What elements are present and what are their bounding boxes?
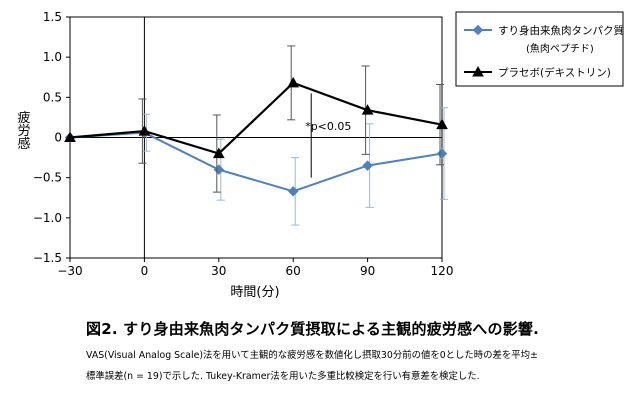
legend-marker-placebo — [472, 65, 484, 77]
series-line — [69, 81, 443, 155]
legend-label-placebo: プラセボ(デキストリン) — [498, 66, 611, 79]
series-placebo — [64, 45, 448, 193]
y-axis-label: 疲労感 — [15, 110, 31, 150]
data-point — [362, 160, 373, 171]
y-tick-label: −1.0 — [33, 211, 62, 225]
x-tick-label: 120 — [431, 264, 454, 278]
x-axis: −30 0 30 60 90 120 — [57, 258, 453, 278]
series-layer — [64, 45, 448, 226]
data-point — [436, 148, 448, 159]
data-point — [361, 104, 374, 115]
x-tick-label: 90 — [360, 264, 375, 278]
series-fish-peptide — [64, 107, 448, 226]
figure-note-line-1: VAS(Visual Analog Scale)法を用いて主観的な疲労感を数値化… — [86, 350, 538, 361]
figure-caption: 図2. すり身由来魚肉タンパク質摂取による主観的疲労感への影響. — [86, 320, 540, 338]
data-point — [287, 76, 300, 88]
y-tick-label: 0 — [54, 131, 62, 145]
y-tick-label: 0.5 — [43, 90, 62, 104]
significance-label: *p<0.05 — [305, 120, 351, 133]
x-tick-label: 30 — [211, 264, 226, 278]
figure-note-line-2: 標準誤差(n = 19)で示した. Tukey-Kramer法を用いた多重比較検… — [86, 371, 480, 382]
data-point — [436, 118, 448, 130]
annotation-layer: *p<0.05 — [305, 93, 351, 178]
x-tick-label: −30 — [57, 264, 82, 278]
data-point — [138, 125, 151, 136]
x-axis-label: 時間(分) — [230, 285, 279, 300]
y-axis: 1.5 1.0 0.5 0 −0.5 −1.0 −1.5 疲労感 — [15, 10, 443, 265]
legend: すり身由来魚肉タンパク質 (魚肉ペプチド) プラセボ(デキストリン) — [455, 11, 624, 87]
y-tick-label: 1.0 — [43, 50, 62, 64]
legend-marker-fish-peptide — [472, 24, 484, 36]
data-point — [213, 164, 225, 175]
x-tick-label: 60 — [286, 264, 301, 278]
y-tick-label: −0.5 — [33, 171, 62, 185]
y-tick-label: 1.5 — [43, 10, 62, 24]
legend-label-fish-peptide: すり身由来魚肉タンパク質 — [498, 24, 624, 37]
data-point — [64, 131, 76, 142]
data-point — [287, 186, 299, 197]
legend-box — [455, 11, 624, 87]
series-line — [69, 131, 443, 193]
x-tick-label: 0 — [141, 264, 149, 278]
data-point — [212, 147, 225, 159]
legend-label-fish-peptide-sub: (魚肉ペプチド) — [526, 42, 594, 55]
y-tick-label: −1.5 — [33, 251, 62, 265]
